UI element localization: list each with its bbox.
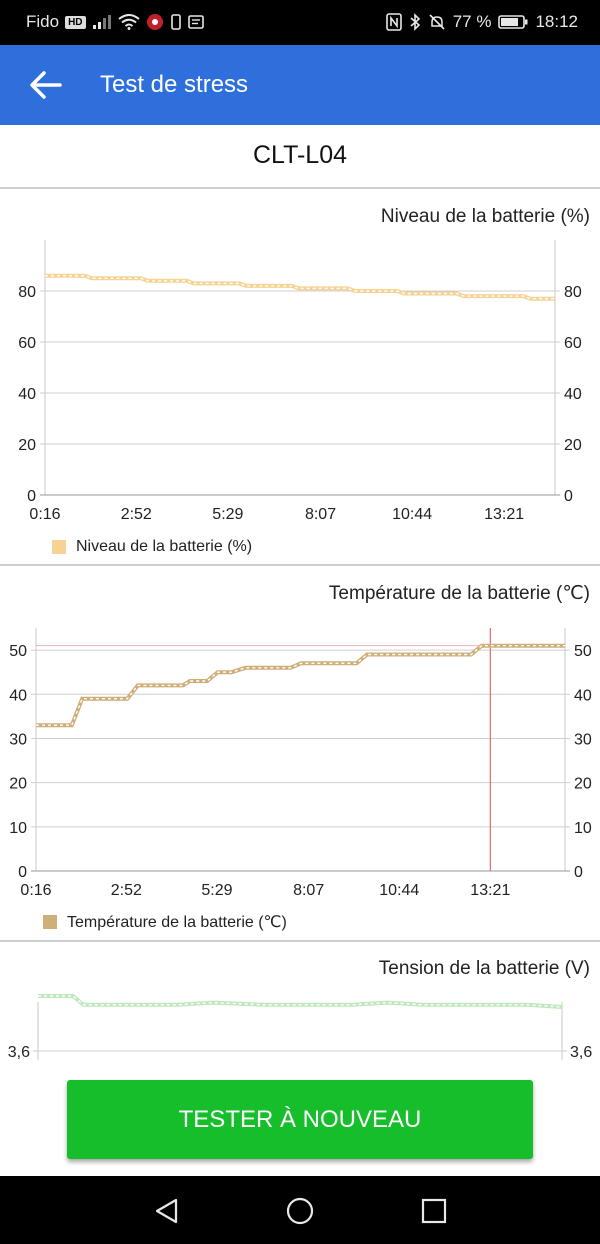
series-line-highlight (45, 275, 555, 300)
mute-icon (429, 14, 445, 30)
phone-icon (170, 14, 181, 30)
y-tick-label-right: 20 (574, 776, 592, 793)
y-tick-label-left: 20 (9, 776, 27, 793)
y-tick-label-left: 40 (9, 687, 27, 704)
x-tick-label: 0:16 (29, 506, 60, 523)
battery-icon (498, 15, 528, 29)
y-tick-label-left: 3,6 (8, 1044, 30, 1060)
y-tick-label-right: 3,6 (570, 1044, 592, 1060)
action-area: TESTER À NOUVEAU (0, 1060, 600, 1176)
nfc-icon (385, 13, 402, 31)
y-tick-label-right: 0 (564, 488, 573, 505)
y-tick-label-left: 50 (9, 643, 27, 660)
x-tick-label: 5:29 (212, 506, 243, 523)
app-bar: Test de stress (0, 45, 600, 125)
battery-temp-legend: Température de la batterie (℃) (43, 912, 287, 932)
device-name: CLT-L04 (252, 141, 348, 169)
y-tick-label-right: 40 (574, 687, 592, 704)
wifi-icon (117, 14, 140, 30)
battery-level-section: Niveau de la batterie (%) 0 0 20 20 40 40 60 60… (0, 190, 600, 566)
status-bar: Fido HD (0, 0, 600, 45)
signal-icon (92, 15, 111, 29)
page-title: Test de stress (100, 71, 249, 98)
y-tick-label-left: 0 (27, 488, 36, 505)
x-tick-label: 0:16 (20, 882, 51, 899)
hd-badge: HD (65, 15, 86, 29)
app-notification-icon (146, 14, 163, 30)
y-tick-label-left: 80 (18, 284, 36, 301)
y-tick-label-right: 0 (574, 864, 583, 881)
legend-label: Température de la batterie (℃) (67, 914, 287, 931)
battery-temp-chart: 0 0 10 10 20 20 30 30 40 40 50 50 0:16 2:52 5:29 8:07 10… (9, 628, 592, 899)
series-line-base (36, 643, 565, 728)
x-tick-label: 13:21 (484, 506, 524, 523)
battery-level-legend: Niveau de la batterie (%) (52, 538, 252, 556)
x-tick-label: 10:44 (379, 882, 419, 899)
series-line-base (45, 273, 555, 301)
series-line-highlight (36, 645, 565, 726)
battery-temp-section: Température de la batterie (℃) 0 0 10 10 20 2… (0, 566, 600, 942)
battery-voltage-title: Tension de la batterie (V) (378, 958, 590, 979)
device-header: CLT-L04 (0, 125, 600, 189)
series-line-highlight (38, 995, 563, 1008)
square-recents-icon[interactable] (419, 1196, 449, 1226)
legend-swatch (43, 915, 57, 929)
circle-home-icon[interactable] (285, 1196, 315, 1226)
battery-percent: 77 % (452, 12, 492, 31)
battery-level-title: Niveau de la batterie (%) (380, 206, 590, 227)
x-tick-label: 13:21 (470, 882, 510, 899)
battery-voltage-chart: 3,6 3,6 (8, 994, 592, 1060)
retest-button[interactable]: TESTER À NOUVEAU (67, 1080, 533, 1159)
triangle-back-icon[interactable] (152, 1196, 182, 1226)
carrier-name: Fido (26, 12, 60, 31)
y-tick-label-left: 20 (18, 437, 36, 454)
y-tick-label-left: 0 (18, 864, 27, 881)
battery-level-chart: 0 0 20 20 40 40 60 60 80 80 0:16 2:52 5:29 8:07 10:44 1… (18, 240, 582, 523)
message-icon (187, 15, 204, 29)
x-tick-label: 2:52 (111, 882, 142, 899)
x-tick-label: 10:44 (392, 506, 432, 523)
clock: 18:12 (535, 12, 578, 31)
x-tick-label: 8:07 (305, 506, 336, 523)
y-tick-label-right: 30 (574, 731, 592, 748)
y-tick-label-left: 40 (18, 386, 36, 403)
y-tick-label-right: 20 (564, 437, 582, 454)
arrow-left-icon[interactable] (24, 65, 68, 105)
y-tick-label-right: 50 (574, 643, 592, 660)
y-tick-label-left: 60 (18, 335, 36, 352)
navigation-bar (0, 1176, 600, 1244)
legend-label: Niveau de la batterie (%) (76, 538, 253, 555)
x-tick-label: 8:07 (293, 882, 324, 899)
y-tick-label-right: 60 (564, 335, 582, 352)
y-tick-label-left: 10 (9, 820, 27, 837)
battery-voltage-section: Tension de la batterie (V) 3,6 3,6 (0, 942, 600, 1060)
x-tick-label: 5:29 (201, 882, 232, 899)
y-tick-label-left: 30 (9, 731, 27, 748)
battery-temp-title: Température de la batterie (℃) (328, 583, 590, 604)
y-tick-label-right: 10 (574, 820, 592, 837)
y-tick-label-right: 40 (564, 386, 582, 403)
legend-swatch (52, 540, 66, 554)
bluetooth-icon (410, 13, 420, 31)
x-tick-label: 2:52 (121, 506, 152, 523)
y-tick-label-right: 80 (564, 284, 582, 301)
